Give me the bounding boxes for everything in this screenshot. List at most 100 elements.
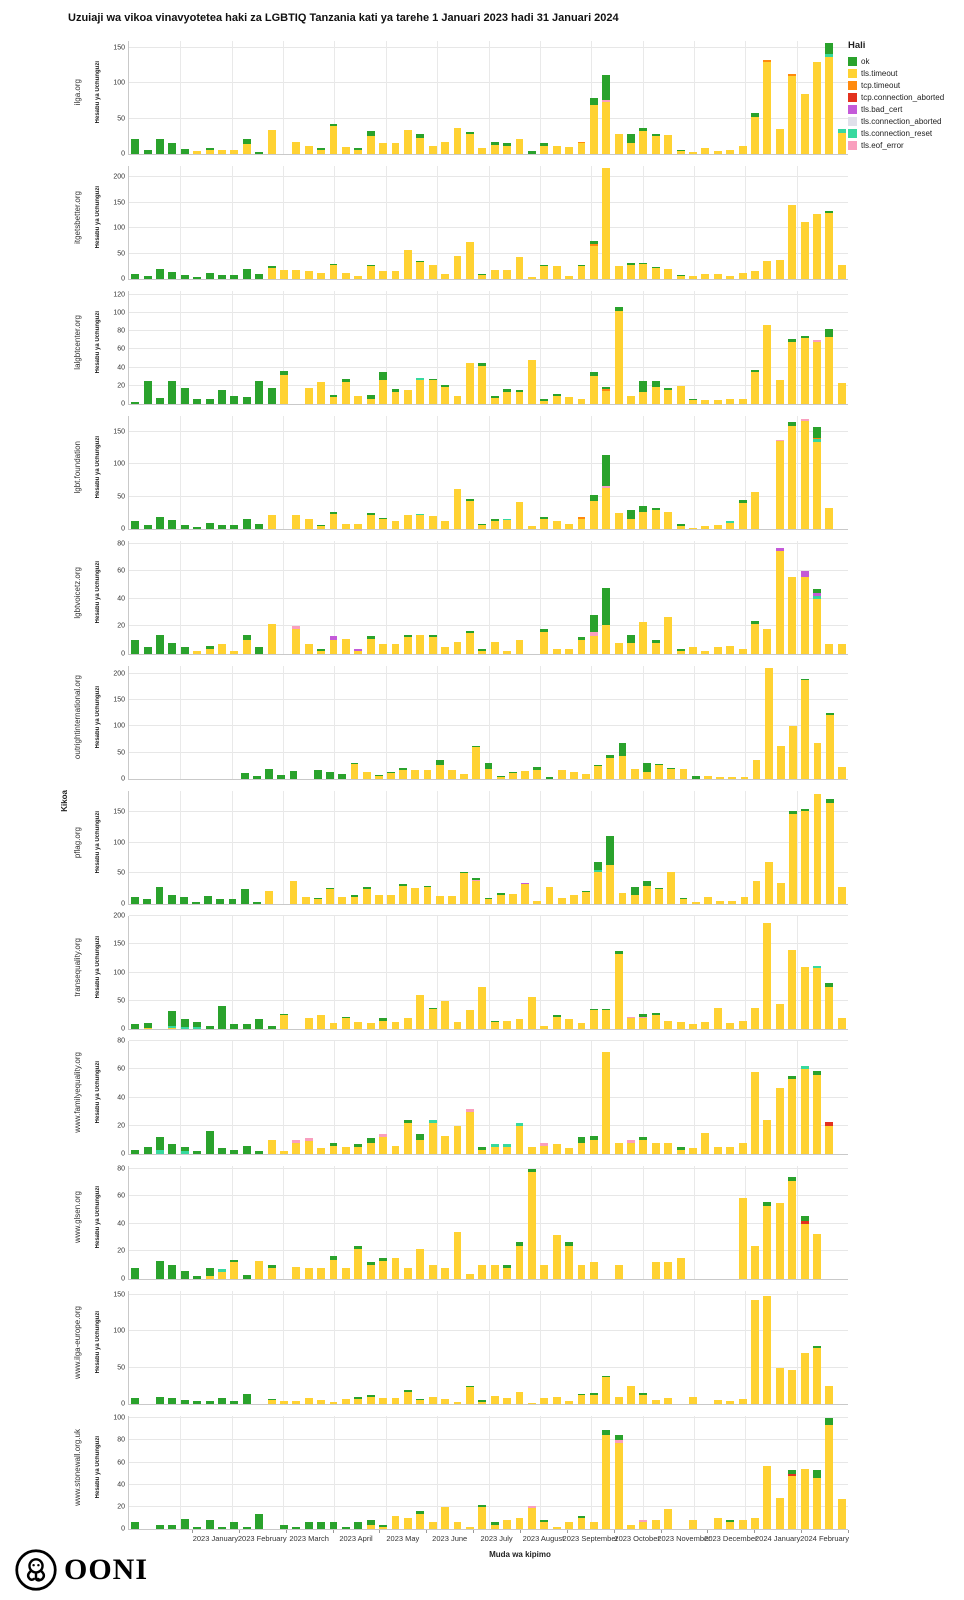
bar[interactable] xyxy=(726,1520,735,1529)
ooni-logo[interactable]: OONI xyxy=(14,1548,148,1592)
bar[interactable] xyxy=(193,1276,202,1279)
bar[interactable] xyxy=(180,525,189,529)
bar[interactable] xyxy=(701,400,710,404)
bar[interactable] xyxy=(428,264,437,279)
bar[interactable] xyxy=(713,400,722,404)
bar[interactable] xyxy=(527,525,536,529)
bar[interactable] xyxy=(156,1396,164,1404)
bar[interactable] xyxy=(131,896,139,904)
bar[interactable] xyxy=(503,518,512,529)
bar[interactable] xyxy=(205,1520,214,1529)
bar[interactable] xyxy=(416,261,425,279)
bar[interactable] xyxy=(131,1398,140,1404)
bar[interactable] xyxy=(764,862,773,904)
bar[interactable] xyxy=(317,272,326,279)
bar[interactable] xyxy=(825,1121,834,1154)
bar[interactable] xyxy=(354,1022,363,1029)
bar[interactable] xyxy=(789,811,798,904)
bar[interactable] xyxy=(403,130,412,154)
bar[interactable] xyxy=(304,271,313,279)
bar[interactable] xyxy=(329,1023,338,1029)
bar[interactable] xyxy=(777,882,785,904)
bar[interactable] xyxy=(399,767,408,779)
bar[interactable] xyxy=(540,1398,549,1404)
bar[interactable] xyxy=(391,1145,400,1154)
bar[interactable] xyxy=(788,949,797,1029)
bar[interactable] xyxy=(131,521,140,529)
bar[interactable] xyxy=(168,1524,177,1529)
bar[interactable] xyxy=(676,1022,685,1029)
bar[interactable] xyxy=(589,98,598,154)
bar[interactable] xyxy=(168,1144,177,1154)
bar[interactable] xyxy=(403,1517,412,1529)
bar[interactable] xyxy=(825,798,834,904)
bar[interactable] xyxy=(726,1023,735,1029)
bar[interactable] xyxy=(292,626,301,654)
bar[interactable] xyxy=(503,1265,512,1279)
bar[interactable] xyxy=(465,1273,474,1279)
bar[interactable] xyxy=(651,381,660,404)
bar[interactable] xyxy=(552,1014,561,1029)
bar[interactable] xyxy=(602,454,611,529)
bar[interactable] xyxy=(460,773,469,779)
bar[interactable] xyxy=(387,772,395,779)
bar[interactable] xyxy=(317,648,326,654)
bar[interactable] xyxy=(639,1014,648,1029)
bar[interactable] xyxy=(825,329,834,404)
bar[interactable] xyxy=(503,651,512,654)
bar[interactable] xyxy=(478,363,487,404)
bar[interactable] xyxy=(292,1401,301,1404)
bar[interactable] xyxy=(751,1072,759,1154)
bar[interactable] xyxy=(428,1522,437,1529)
bar[interactable] xyxy=(667,767,676,779)
legend-item[interactable]: tls.connection_reset xyxy=(848,129,964,138)
bar[interactable] xyxy=(354,1397,363,1404)
bar[interactable] xyxy=(230,651,239,654)
bar[interactable] xyxy=(582,774,590,779)
bar[interactable] xyxy=(837,264,846,279)
bar[interactable] xyxy=(701,1022,710,1029)
bar[interactable] xyxy=(527,151,536,154)
bar[interactable] xyxy=(338,774,347,779)
bar[interactable] xyxy=(478,1146,487,1154)
bar[interactable] xyxy=(664,616,673,654)
bar[interactable] xyxy=(131,1149,140,1154)
bar[interactable] xyxy=(403,1390,412,1404)
bar[interactable] xyxy=(740,896,749,904)
bar[interactable] xyxy=(354,1144,363,1154)
bar[interactable] xyxy=(391,1258,400,1279)
bar[interactable] xyxy=(379,143,388,154)
bar[interactable] xyxy=(478,274,487,279)
bar[interactable] xyxy=(837,1017,846,1029)
bar[interactable] xyxy=(193,398,202,404)
bar[interactable] xyxy=(751,1299,759,1404)
bar[interactable] xyxy=(242,518,251,529)
bar[interactable] xyxy=(627,1524,635,1529)
bar[interactable] xyxy=(453,256,462,279)
bar[interactable] xyxy=(577,398,586,404)
bar[interactable] xyxy=(366,1395,375,1404)
bar[interactable] xyxy=(701,651,710,654)
bar[interactable] xyxy=(416,995,425,1029)
bar[interactable] xyxy=(167,894,176,904)
bar[interactable] xyxy=(533,900,542,904)
bar[interactable] xyxy=(552,1397,561,1404)
bar[interactable] xyxy=(676,274,685,279)
bar[interactable] xyxy=(813,589,821,654)
bar[interactable] xyxy=(751,1517,759,1529)
bar[interactable] xyxy=(614,1265,623,1279)
bar[interactable] xyxy=(752,759,761,779)
bar[interactable] xyxy=(156,397,164,404)
bar[interactable] xyxy=(752,881,761,904)
bar[interactable] xyxy=(602,1052,611,1154)
bar[interactable] xyxy=(751,113,759,154)
bar[interactable] xyxy=(478,148,487,154)
bar[interactable] xyxy=(527,996,536,1029)
bar[interactable] xyxy=(777,745,785,779)
bar[interactable] xyxy=(589,372,598,404)
bar[interactable] xyxy=(788,1370,797,1404)
bar[interactable] xyxy=(664,1020,673,1029)
bar[interactable] xyxy=(155,886,164,904)
bar[interactable] xyxy=(527,360,536,404)
bar[interactable] xyxy=(515,139,524,154)
